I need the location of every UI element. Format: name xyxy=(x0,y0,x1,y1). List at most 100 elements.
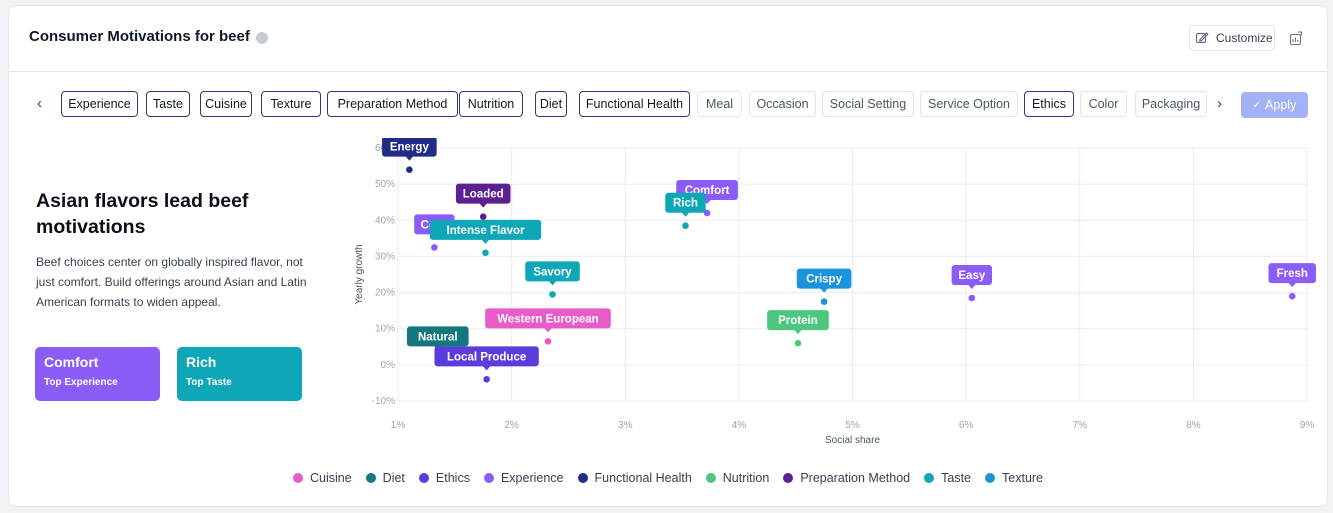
page-title: Consumer Motivations for beef xyxy=(29,28,250,45)
data-label-box xyxy=(429,219,542,240)
data-label-box xyxy=(767,310,829,331)
data-label-pointer xyxy=(820,288,829,293)
x-tick-label: 2% xyxy=(504,420,519,431)
legend-item[interactable]: Functional Health xyxy=(577,471,692,485)
apply-button[interactable]: ✓ Apply xyxy=(1241,92,1308,118)
legend-label: Diet xyxy=(382,471,405,485)
check-icon: ✓ xyxy=(1252,99,1262,111)
x-tick-label: 3% xyxy=(618,420,633,431)
data-point xyxy=(431,244,438,251)
legend-item[interactable]: Texture xyxy=(985,471,1043,485)
insight-description: Beef choices center on globally inspired… xyxy=(36,255,307,309)
data-point xyxy=(968,294,976,302)
legend-label: Nutrition xyxy=(722,471,770,485)
data-label: Crispy xyxy=(806,274,842,286)
data-label: Savory xyxy=(533,266,572,278)
data-label-box xyxy=(406,326,469,347)
data-point xyxy=(549,291,556,298)
legend-label: Functional Health xyxy=(594,471,692,485)
chip-functional-health[interactable]: Functional Health xyxy=(579,91,690,117)
chevron-left-icon[interactable]: ‹ xyxy=(37,95,42,112)
chevron-right-icon[interactable]: › xyxy=(1217,95,1222,112)
x-tick-label: 5% xyxy=(845,420,860,431)
y-tick-label: 50% xyxy=(375,179,395,190)
data-label-box xyxy=(382,138,437,157)
y-tick-label: -10% xyxy=(372,396,395,407)
data-label-pointer xyxy=(681,212,690,217)
data-label-box xyxy=(665,192,706,213)
legend-item[interactable]: Nutrition xyxy=(705,471,770,485)
data-label-pointer xyxy=(405,156,414,161)
data-label-box xyxy=(434,346,539,367)
legend-label: Ethics xyxy=(435,471,470,485)
legend-swatch xyxy=(924,473,935,483)
x-tick-label: 8% xyxy=(1186,420,1201,431)
data-label: Protein xyxy=(778,315,818,327)
chip-meal[interactable]: Meal xyxy=(697,91,742,117)
data-label: Fresh xyxy=(1277,268,1308,280)
chip-ethics[interactable]: Ethics xyxy=(1024,91,1074,117)
chip-cuisine[interactable]: Cuisine xyxy=(200,91,252,117)
chip-preparation-method[interactable]: Preparation Method xyxy=(327,91,458,117)
y-tick-label: 10% xyxy=(375,324,395,335)
data-label-box xyxy=(525,261,580,282)
x-tick-label: 4% xyxy=(732,420,747,431)
edit-icon xyxy=(1195,32,1209,44)
legend-swatch xyxy=(577,473,588,483)
legend-label: Texture xyxy=(1002,471,1044,485)
data-label: Intense Flavor xyxy=(447,225,525,237)
data-label-pointer xyxy=(543,327,552,333)
legend-item[interactable]: Ethics xyxy=(418,471,470,485)
legend-item[interactable]: Experience xyxy=(483,471,564,485)
y-tick-label: 30% xyxy=(375,251,395,262)
legend-swatch xyxy=(418,473,429,483)
chip-taste[interactable]: Taste xyxy=(146,91,190,117)
chip-diet[interactable]: Diet xyxy=(535,91,567,117)
data-point xyxy=(482,249,489,257)
data-label: Energy xyxy=(390,142,430,154)
legend-swatch xyxy=(365,473,376,483)
customize-button[interactable]: Customize xyxy=(1189,25,1275,51)
legend-swatch xyxy=(783,473,794,483)
data-label-box xyxy=(485,308,611,329)
data-label: Western European xyxy=(497,313,598,325)
data-label: Natural xyxy=(418,331,458,343)
y-axis-title: Yearly growth xyxy=(354,244,365,304)
customize-label: Customize xyxy=(1216,31,1273,45)
kpi-label: Top Taste xyxy=(186,377,232,388)
x-tick-label: 7% xyxy=(1073,420,1088,431)
legend-item[interactable]: Preparation Method xyxy=(783,471,910,485)
legend-item[interactable]: Taste xyxy=(924,471,971,485)
data-label-pointer xyxy=(793,329,802,335)
chip-color[interactable]: Color xyxy=(1080,91,1127,117)
legend-item[interactable]: Diet xyxy=(365,471,405,485)
legend-swatch xyxy=(483,473,494,483)
chip-experience[interactable]: Experience xyxy=(61,91,138,117)
chip-texture[interactable]: Texture xyxy=(261,91,321,117)
chip-nutrition[interactable]: Nutrition xyxy=(459,91,523,117)
chart-legend: Cuisine Diet Ethics Experience Functional He… xyxy=(9,471,1327,485)
data-label: Easy xyxy=(958,270,985,282)
legend-label: Preparation Method xyxy=(800,471,911,485)
category-filter-bar: ‹ Experience Taste Cuisine Texture Preparati… xyxy=(9,91,1327,119)
data-point xyxy=(1288,292,1296,300)
legend-label: Taste xyxy=(941,471,972,485)
data-label-pointer xyxy=(481,239,490,244)
y-tick-label: 0% xyxy=(381,360,396,371)
info-icon[interactable] xyxy=(256,32,268,44)
data-label-box xyxy=(455,183,511,204)
export-icon[interactable] xyxy=(1289,31,1303,46)
insight-headline: Asian flavors lead beef motivations xyxy=(36,190,249,238)
chip-packaging[interactable]: Packaging xyxy=(1135,91,1207,117)
data-label-pointer xyxy=(479,203,488,208)
kpi-card-experience: Comfort Top Experience xyxy=(35,347,160,401)
chip-social-setting[interactable]: Social Setting xyxy=(822,91,914,117)
legend-label: Cuisine xyxy=(309,471,352,485)
legend-item[interactable]: Cuisine xyxy=(292,471,352,485)
legend-swatch xyxy=(292,473,303,483)
data-point xyxy=(703,209,711,217)
x-tick-label: 9% xyxy=(1300,420,1315,431)
chip-occasion[interactable]: Occasion xyxy=(749,91,816,117)
data-point xyxy=(406,166,413,173)
chip-service-option[interactable]: Service Option xyxy=(920,91,1018,117)
